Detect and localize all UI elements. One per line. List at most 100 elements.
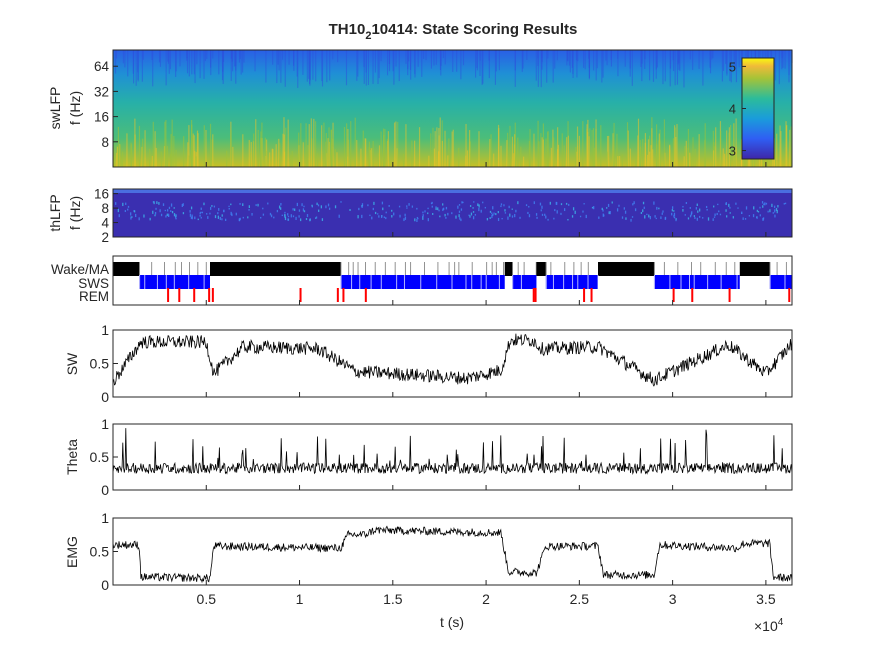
thlfp-speck <box>602 213 604 217</box>
swlfp-streak <box>321 50 324 87</box>
thlfp-speck <box>525 204 528 207</box>
swlfp-streak <box>235 50 237 71</box>
swlfp-streak <box>115 152 118 167</box>
swlfp-streak <box>541 137 543 167</box>
thlfp-speck <box>422 214 424 217</box>
thlfp-speck <box>497 211 499 214</box>
thlfp-speck <box>671 209 674 212</box>
swlfp-streak <box>476 50 478 68</box>
thlfp-speck <box>367 204 369 207</box>
thlfp-speck <box>200 207 202 210</box>
swlfp-streak <box>325 132 327 167</box>
swlfp-streak <box>315 50 317 82</box>
swlfp-streak <box>652 50 655 82</box>
swlfp-streak <box>567 50 569 62</box>
thlfp-speck <box>460 218 462 222</box>
swlfp-streak <box>282 50 284 60</box>
thlfp-speck <box>593 206 595 210</box>
swlfp-streak <box>656 50 658 68</box>
thlfp-speck <box>318 209 320 212</box>
emg-yticks: 10.50 <box>90 510 118 593</box>
ma-tick <box>410 262 412 276</box>
sw-trace <box>112 333 793 387</box>
thlfp-speck <box>673 212 676 216</box>
thlfp-speck <box>699 215 701 218</box>
swlfp-streak <box>602 50 604 78</box>
swlfp-streak <box>367 50 369 85</box>
swlfp-streak <box>647 139 650 167</box>
sws-gap <box>587 275 589 289</box>
swlfp-streak <box>733 123 735 167</box>
swlfp-streak <box>627 130 629 167</box>
thlfp-speck <box>634 208 637 212</box>
swlfp-streak <box>729 50 731 82</box>
swlfp-streak <box>595 119 597 167</box>
thlfp-speck <box>707 217 710 221</box>
swlfp-streak <box>606 50 608 66</box>
swlfp-streak <box>704 140 706 167</box>
thlfp-speck <box>713 205 715 208</box>
thlfp-speck <box>385 217 387 220</box>
thlfp-speck <box>775 208 778 211</box>
thlfp-speck <box>228 205 230 208</box>
swlfp-streak <box>149 148 151 167</box>
swlfp-streak <box>781 50 783 70</box>
thlfp-speck <box>608 211 610 215</box>
sws-gap <box>688 275 690 289</box>
thlfp-speck <box>472 207 474 209</box>
ytick-label: 1 <box>101 510 109 526</box>
thlfp-speck <box>541 213 544 216</box>
swlfp-streak <box>423 50 425 59</box>
thlfp-speck <box>262 213 265 216</box>
thlfp-speck <box>458 210 461 213</box>
emg-trace <box>112 525 793 584</box>
ytick-label: 0.5 <box>90 449 110 465</box>
swlfp-ylabel-units: f (Hz) <box>67 91 83 125</box>
sws-gap <box>520 275 522 289</box>
thlfp-speck <box>500 205 502 208</box>
swlfp-streak <box>469 141 471 167</box>
thlfp-speck <box>756 209 759 212</box>
thlfp-speck <box>717 203 719 206</box>
sws-gap <box>577 275 579 289</box>
thlfp-speck <box>514 213 516 218</box>
thlfp-speck <box>278 205 281 209</box>
thlfp-speck <box>159 209 161 213</box>
swlfp-streak <box>514 134 516 167</box>
swlfp-streak <box>122 50 124 64</box>
swlfp-streak <box>584 50 586 70</box>
swlfp-streak <box>158 50 161 63</box>
swlfp-streak <box>557 149 559 167</box>
thlfp-speck <box>491 214 493 219</box>
swlfp-streak <box>398 50 400 82</box>
swlfp-streak <box>395 50 397 67</box>
thlfp-speck <box>492 206 494 210</box>
thlfp-speck <box>767 210 769 213</box>
swlfp-streak <box>651 128 653 167</box>
swlfp-streak <box>722 50 725 71</box>
thlfp-speck <box>292 208 294 211</box>
thlfp-speck <box>438 209 440 212</box>
swlfp-streak <box>266 150 268 167</box>
thlfp-speck <box>725 202 727 206</box>
swlfp-streak <box>522 50 524 69</box>
swlfp-streak <box>610 50 612 60</box>
thlfp-speck <box>162 203 165 206</box>
swlfp-streak <box>306 50 308 82</box>
swlfp-streak <box>685 140 687 167</box>
swlfp-streak <box>675 137 677 167</box>
swlfp-streak <box>171 119 173 167</box>
swlfp-streak <box>679 50 681 71</box>
thlfp-speck <box>378 215 380 218</box>
swlfp-streak <box>425 50 427 61</box>
thlfp-speck <box>771 203 773 207</box>
swlfp-streak <box>725 50 727 64</box>
rem-event <box>534 288 537 302</box>
swlfp-streak <box>188 125 190 167</box>
thlfp-speck <box>194 216 196 220</box>
ma-tick <box>653 262 655 276</box>
swlfp-streak <box>629 50 631 69</box>
thlfp-speck <box>616 208 619 212</box>
theta-axes-box <box>112 423 793 491</box>
